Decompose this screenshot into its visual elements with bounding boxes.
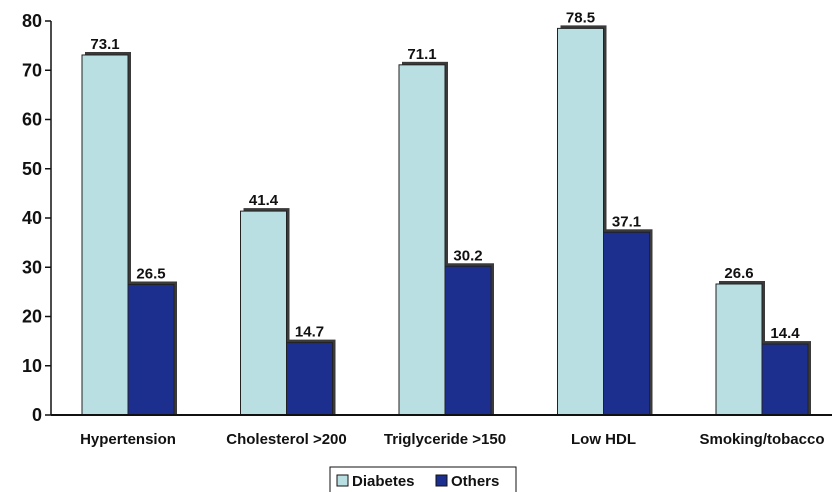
x-category-label-cholesterol-200: Cholesterol >200: [226, 431, 346, 448]
legend-items: Diabetes Others: [336, 473, 499, 490]
x-category-label-smoking-tobacco: Smoking/tobacco: [699, 431, 824, 448]
bar-diabetes-hypertension: [81, 54, 129, 416]
data-label-others-smoking-tobacco: 14.4: [770, 325, 800, 342]
bar-diabetes-smoking-tobacco: [715, 283, 763, 416]
legend-swatch-others: [435, 474, 448, 487]
data-label-others-cholesterol-200: 14.7: [295, 324, 324, 341]
data-label-diabetes-triglyceride-150: 71.1: [407, 46, 436, 63]
data-label-diabetes-smoking-tobacco: 26.6: [724, 265, 753, 282]
bar-diabetes-cholesterol-200: [240, 210, 287, 416]
y-tick-label-50: 50: [22, 159, 42, 179]
y-ticks: 0 10 20 30 40 50 60 70 80: [22, 11, 51, 425]
data-label-others-triglyceride-150: 30.2: [453, 247, 482, 264]
x-category-labels: Hypertension Cholesterol >200 Triglyceride…: [80, 431, 824, 448]
legend: Diabetes Others: [329, 466, 517, 492]
data-label-others-low-hdl: 37.1: [612, 213, 641, 230]
legend-swatch-diabetes: [336, 474, 349, 487]
y-tick-label-20: 20: [22, 307, 42, 327]
bars-layer: [81, 25, 811, 416]
legend-label-others: Others: [451, 473, 499, 490]
legend-box: [329, 466, 517, 492]
y-tick-label-40: 40: [22, 208, 42, 228]
data-label-diabetes-cholesterol-200: 41.4: [249, 192, 279, 209]
y-tick-label-10: 10: [22, 356, 42, 376]
axes-layer: 0 10 20 30 40 50 60 70 80 Hypertension Cholestero…: [22, 11, 832, 448]
y-tick-label-0: 0: [32, 405, 42, 425]
bar-others-cholesterol-200: [286, 342, 333, 416]
bar-diabetes-low-hdl: [557, 27, 604, 416]
x-category-label-triglyceride-150: Triglyceride >150: [384, 431, 506, 448]
y-tick-label-80: 80: [22, 11, 42, 31]
bar-others-hypertension: [127, 283, 175, 416]
x-category-label-hypertension: Hypertension: [80, 431, 176, 448]
data-label-diabetes-low-hdl: 78.5: [566, 9, 595, 26]
bar-others-low-hdl: [603, 231, 650, 416]
data-label-diabetes-hypertension: 73.1: [90, 36, 119, 53]
y-tick-label-60: 60: [22, 110, 42, 130]
data-labels-layer: 73.1 26.5 41.4 14.7 71.1 30.2 78.5 37.1 26.6 14.4: [90, 9, 800, 342]
bar-others-smoking-tobacco: [761, 343, 809, 416]
y-tick-label-30: 30: [22, 257, 42, 277]
bar-diabetes-triglyceride-150: [398, 64, 446, 416]
data-label-others-hypertension: 26.5: [136, 265, 165, 282]
bar-others-triglyceride-150: [444, 265, 492, 416]
x-category-label-low-hdl: Low HDL: [571, 431, 636, 448]
legend-label-diabetes: Diabetes: [352, 473, 415, 490]
y-tick-label-70: 70: [22, 60, 42, 80]
